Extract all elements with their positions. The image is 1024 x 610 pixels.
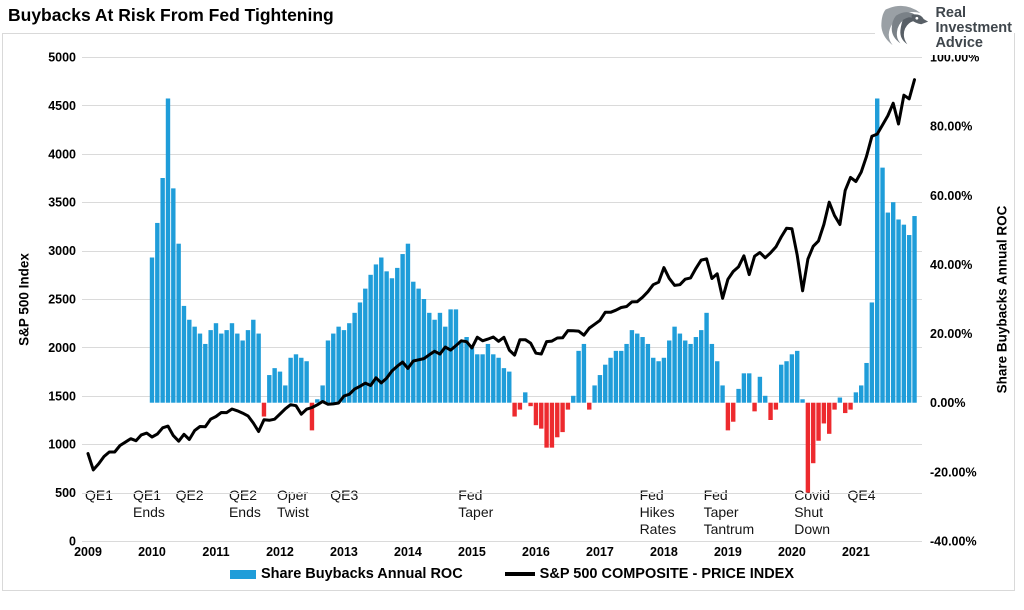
svg-text:2015: 2015 [458,545,486,559]
annotation-fed-taper-tantrum: Fed Taper Tantrum [703,487,755,537]
left-axis-title: S&P 500 Index [16,253,32,346]
legend-item-buybacks: Share Buybacks Annual ROC [229,566,463,582]
logo-line-2: Investment [935,20,1012,36]
annotation-covid-shut-down: Covid Shut Down [794,487,831,537]
legend-label-sp500: S&P 500 COMPOSITE - PRICE INDEX [539,566,795,582]
svg-text:80.00%: 80.00% [930,120,972,134]
buybacks-bar-swatch [229,569,256,579]
annotation-qe3: QE3 [330,487,359,503]
svg-text:2019: 2019 [714,545,742,559]
sp500-line [86,78,916,472]
annotation-qe2-ends: QE2 Ends [228,487,261,520]
figure-border [2,33,1015,591]
gridlines [82,57,922,542]
svg-text:1000: 1000 [48,438,76,452]
svg-text:0.00%: 0.00% [930,396,965,410]
annotation-fed-hikes-rates: Fed Hikes Rates [639,487,677,537]
annotation-qe1-ends: QE1 Ends [132,487,165,520]
svg-text:2020: 2020 [778,545,806,559]
svg-text:2016: 2016 [522,545,550,559]
legend-label-buybacks: Share Buybacks Annual ROC [260,566,463,582]
svg-text:3000: 3000 [48,244,76,258]
legend: Share Buybacks Annual ROC S&P 500 COMPOS… [0,566,1024,582]
svg-text:60.00%: 60.00% [930,189,972,203]
svg-text:3500: 3500 [48,196,76,210]
annotation-fed-taper: Fed Taper [458,487,494,520]
svg-text:40.00%: 40.00% [930,258,972,272]
svg-text:2021: 2021 [842,545,870,559]
right-axis-ticks: 100.00%80.00%60.00%40.00%20.00%0.00%-20.… [930,51,979,549]
svg-text:2014: 2014 [394,545,422,559]
svg-text:0: 0 [69,535,76,549]
svg-text:2010: 2010 [138,545,166,559]
year-labels: 2009 2010 2011 2012 2013 2014 2015 2016 2017 2018… [74,545,870,559]
annotation-qe1: QE1 [85,487,114,503]
ria-logo: Real Investment Advice [875,4,1014,55]
svg-text:-40.00%: -40.00% [930,535,977,549]
svg-text:-20.00%: -20.00% [930,465,977,479]
svg-text:2500: 2500 [48,293,76,307]
svg-text:2009: 2009 [74,545,102,559]
annotation-qe4: QE4 [847,487,876,503]
annotation-oper-twist: Oper Twist [276,487,309,520]
svg-text:4000: 4000 [48,147,76,161]
svg-text:1500: 1500 [48,389,76,403]
eagle-icon [877,4,929,53]
svg-text:5000: 5000 [48,51,76,65]
logo-line-1: Real [935,5,967,21]
svg-text:20.00%: 20.00% [930,327,972,341]
svg-text:2013: 2013 [330,545,358,559]
svg-text:2012: 2012 [266,545,294,559]
page-title: Buybacks At Risk From Fed Tightening [8,5,334,25]
svg-text:500: 500 [55,486,76,500]
svg-text:4500: 4500 [48,99,76,113]
svg-text:2018: 2018 [650,545,678,559]
header: Buybacks At Risk From Fed Tightening Rea… [0,0,1024,55]
buyback-bars [149,98,917,493]
logo-text: Real Investment Advice [935,6,1012,51]
sp500-line-swatch [504,572,535,576]
legend-item-sp500: S&P 500 COMPOSITE - PRICE INDEX [504,566,795,582]
svg-text:2011: 2011 [202,545,229,559]
logo-line-3: Advice [935,35,983,51]
annotation-qe2: QE2 [175,487,204,503]
svg-text:2000: 2000 [48,341,76,355]
svg-text:2017: 2017 [586,545,614,559]
right-axis-title: Share Buybacks Annual ROC [994,205,1010,394]
